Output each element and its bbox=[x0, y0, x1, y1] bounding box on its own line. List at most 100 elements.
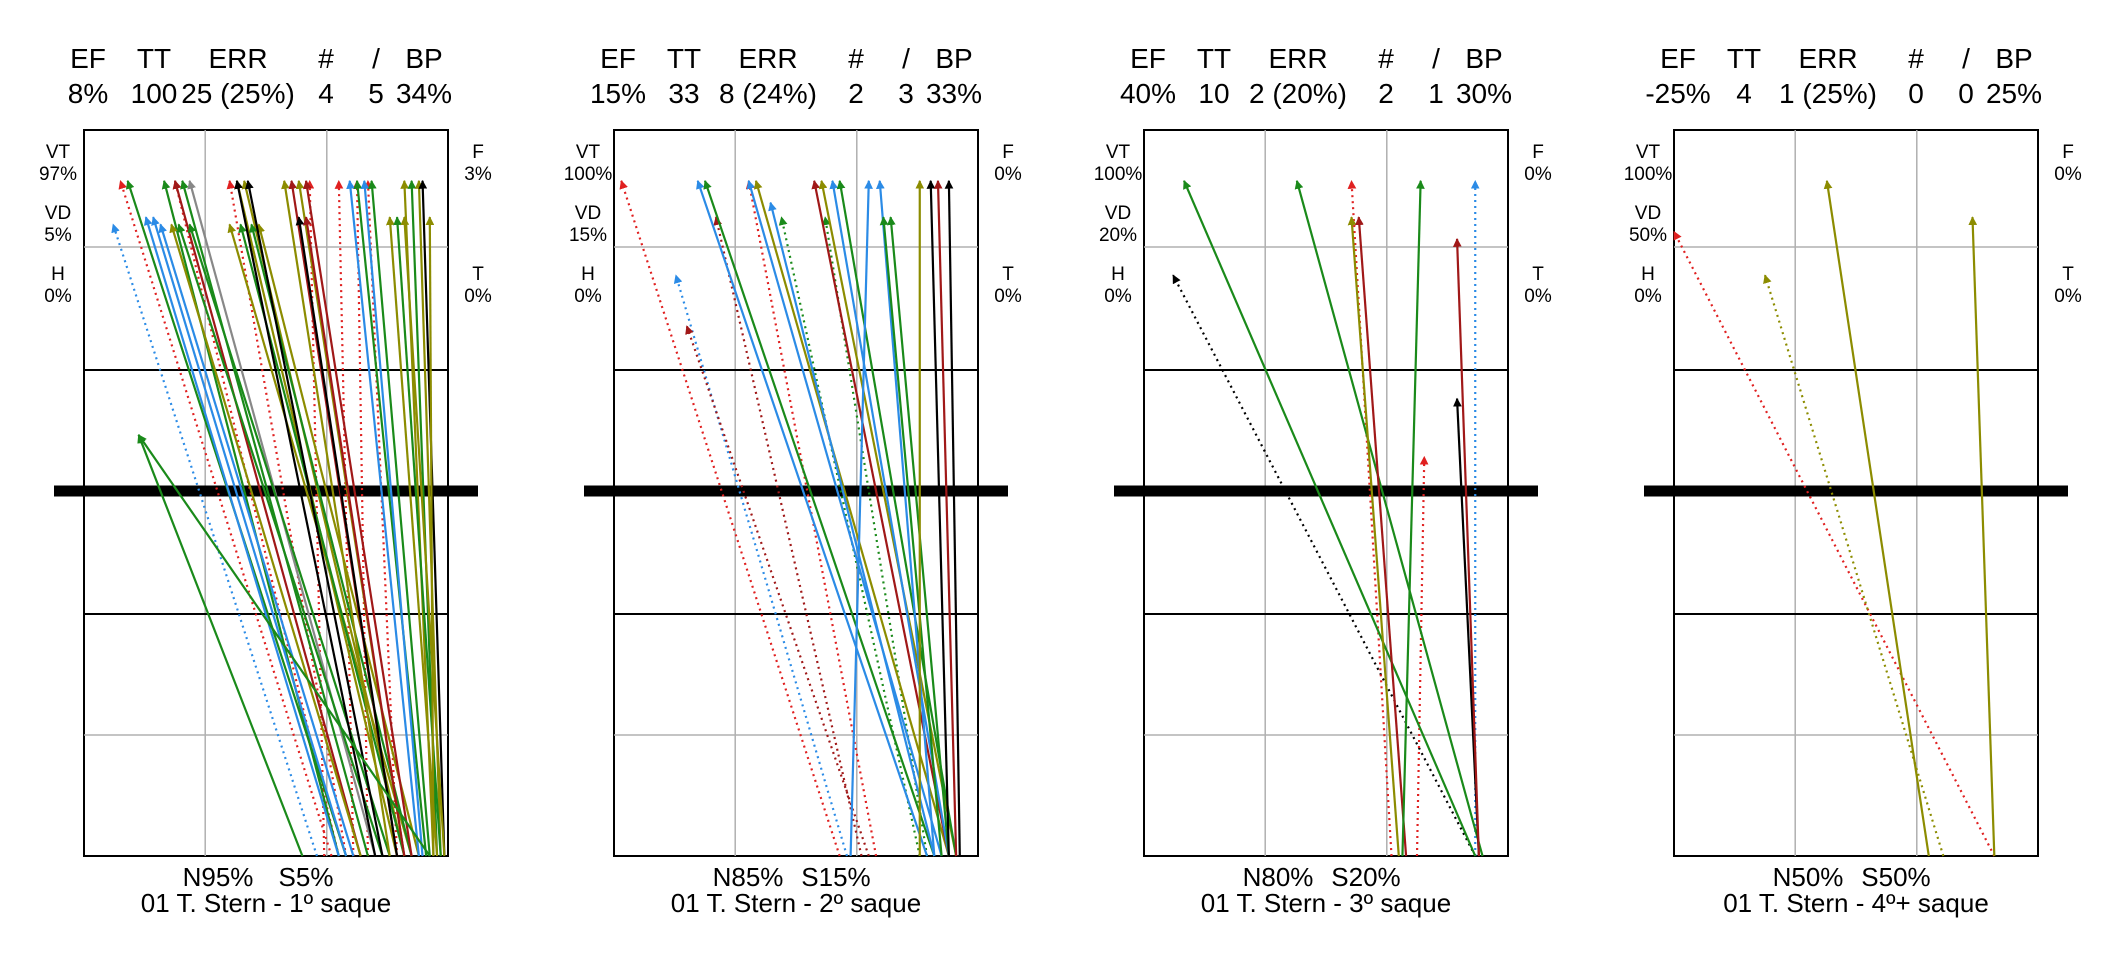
serve-trajectory bbox=[696, 179, 929, 857]
serve-trajectory bbox=[1354, 216, 1408, 857]
stat-value-tt: 4 bbox=[1736, 78, 1752, 109]
side-left-label: VD bbox=[1105, 203, 1131, 224]
serve-trajectory bbox=[875, 179, 936, 857]
side-left-value: 50% bbox=[1629, 225, 1667, 246]
header-label: # bbox=[848, 43, 864, 74]
trajectories bbox=[619, 179, 961, 857]
side-left-label: H bbox=[51, 264, 65, 285]
side-left-value: 100% bbox=[1094, 164, 1143, 185]
serve-trajectory bbox=[1452, 238, 1480, 857]
stat-value-num: 0 bbox=[1908, 78, 1924, 109]
stat-value-bp: 33% bbox=[926, 78, 982, 109]
header-label: BP bbox=[935, 43, 972, 74]
serve-trajectory bbox=[836, 179, 958, 857]
side-left-label: VT bbox=[1636, 142, 1661, 163]
serve-trajectory bbox=[1347, 179, 1393, 857]
side-right-label: T bbox=[2062, 264, 2074, 285]
header-label: EF bbox=[1660, 43, 1696, 74]
bottom-n-percent: N85% bbox=[713, 862, 784, 892]
side-right-value: 0% bbox=[1524, 164, 1552, 185]
serve-trajectory bbox=[685, 325, 870, 857]
header-label: # bbox=[1378, 43, 1394, 74]
serve-trajectory bbox=[1172, 274, 1477, 857]
side-left-label: H bbox=[581, 264, 595, 285]
side-left-label: H bbox=[1641, 264, 1655, 285]
serve-trajectory bbox=[1823, 179, 1930, 857]
serve-trajectory bbox=[302, 216, 406, 857]
side-left-value: 0% bbox=[1634, 286, 1662, 307]
side-left-value: 0% bbox=[44, 286, 72, 307]
serve-trajectory bbox=[346, 179, 420, 857]
serve-trajectory bbox=[753, 179, 950, 857]
bottom-n-percent: N95% bbox=[183, 862, 254, 892]
serve-trajectory bbox=[1401, 179, 1425, 857]
serve-trajectory bbox=[619, 179, 841, 857]
serve-trajectory bbox=[1968, 216, 1996, 857]
serve-trajectory bbox=[158, 223, 355, 857]
serve-trajectory bbox=[180, 179, 369, 857]
serve-trajectory bbox=[363, 179, 399, 857]
side-left-value: 0% bbox=[574, 286, 602, 307]
serve-trajectory bbox=[673, 274, 849, 857]
serve-trajectory bbox=[352, 179, 370, 857]
serve-trajectory bbox=[187, 223, 391, 857]
header-label: EF bbox=[70, 43, 106, 74]
stat-value-err: 1 (25%) bbox=[1779, 78, 1877, 109]
side-right-label: F bbox=[2062, 142, 2074, 163]
serve-trajectory bbox=[1347, 216, 1400, 857]
side-left-value: 100% bbox=[1624, 164, 1673, 185]
side-left-value: 0% bbox=[1104, 286, 1132, 307]
serve-trajectory bbox=[281, 179, 391, 857]
header-label: / bbox=[1432, 43, 1440, 74]
serve-trajectory bbox=[161, 179, 340, 857]
header-label: TT bbox=[1727, 43, 1761, 74]
side-right-label: T bbox=[472, 264, 484, 285]
serve-trajectory bbox=[1415, 455, 1429, 857]
serve-trajectory bbox=[818, 179, 958, 857]
serve-trajectory bbox=[418, 179, 446, 857]
stat-value-bp: 30% bbox=[1456, 78, 1512, 109]
stat-value-num: 2 bbox=[848, 78, 864, 109]
serve-trajectory bbox=[367, 179, 431, 857]
stat-value-slash: 3 bbox=[898, 78, 914, 109]
serve-trajectory bbox=[400, 216, 446, 857]
header-label: BP bbox=[1995, 43, 2032, 74]
header-label: EF bbox=[600, 43, 636, 74]
stat-value-bp: 25% bbox=[1986, 78, 2042, 109]
side-right-value: 0% bbox=[2054, 164, 2082, 185]
header-label: ERR bbox=[208, 43, 267, 74]
serve-trajectory bbox=[933, 179, 958, 857]
header-label: / bbox=[902, 43, 910, 74]
serve-trajectory bbox=[829, 179, 950, 857]
side-right-label: F bbox=[1532, 142, 1544, 163]
bottom-s-percent: S5% bbox=[279, 862, 334, 892]
side-left-label: VT bbox=[1106, 142, 1131, 163]
serve-trajectory bbox=[111, 223, 319, 857]
header-label: TT bbox=[137, 43, 171, 74]
side-right-label: T bbox=[1002, 264, 1014, 285]
side-right-label: F bbox=[1002, 142, 1014, 163]
side-left-label: VT bbox=[576, 142, 601, 163]
side-right-label: T bbox=[1532, 264, 1544, 285]
side-left-label: VD bbox=[1635, 203, 1661, 224]
trajectories bbox=[111, 179, 446, 857]
header-label: ERR bbox=[1798, 43, 1857, 74]
side-left-value: 5% bbox=[44, 225, 72, 246]
side-right-label: F bbox=[472, 142, 484, 163]
stat-value-num: 4 bbox=[318, 78, 334, 109]
serve-trajectory bbox=[118, 179, 333, 857]
serve-trajectory bbox=[295, 216, 399, 857]
side-right-value: 0% bbox=[2054, 286, 2082, 307]
stat-value-ef: 8% bbox=[68, 78, 108, 109]
serve-trajectory bbox=[151, 216, 348, 857]
side-left-value: 15% bbox=[569, 225, 607, 246]
serve-trajectory bbox=[944, 179, 961, 857]
header-label: / bbox=[1962, 43, 1970, 74]
stat-value-bp: 34% bbox=[396, 78, 452, 109]
serve-trajectory bbox=[137, 434, 431, 857]
serve-trajectory bbox=[137, 434, 304, 857]
stat-value-err: 2 (20%) bbox=[1249, 78, 1347, 109]
side-left-value: 100% bbox=[564, 164, 613, 185]
